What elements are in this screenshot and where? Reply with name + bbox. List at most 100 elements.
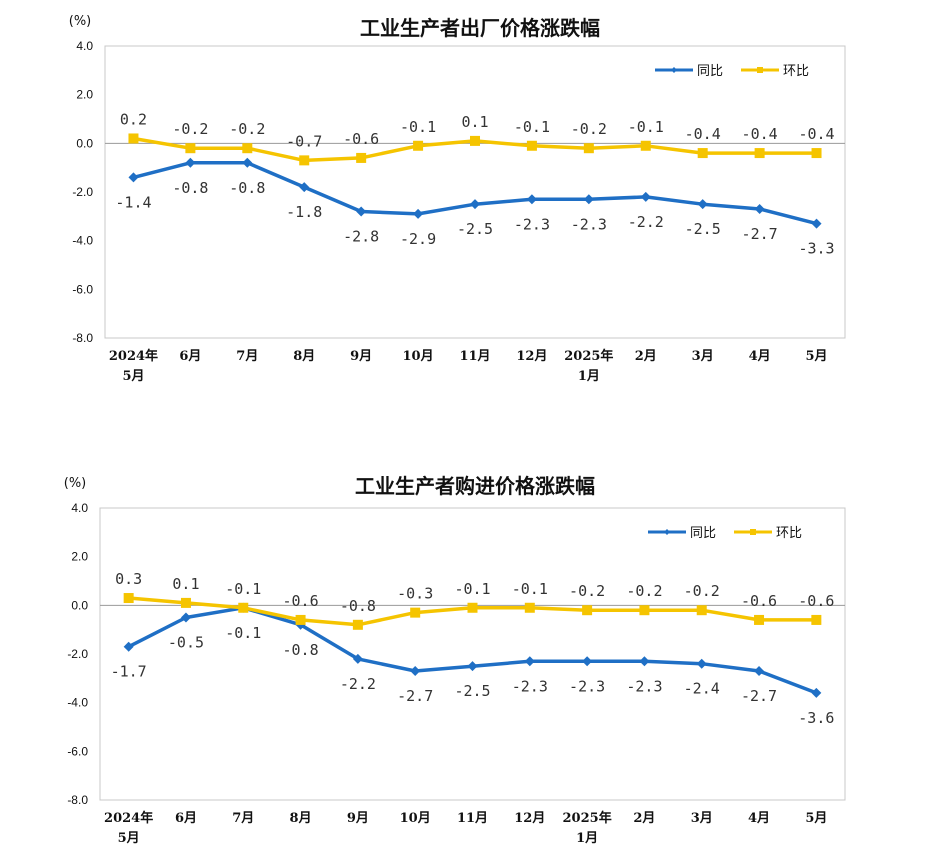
y-tick-label: 2.0 — [76, 88, 93, 102]
data-label: -2.9 — [400, 230, 436, 248]
data-label: -0.2 — [569, 582, 605, 600]
data-label: -2.5 — [685, 220, 721, 238]
legend-marker — [750, 529, 756, 535]
data-label: -2.4 — [684, 680, 720, 698]
data-point — [811, 687, 822, 698]
series-mom: 0.3 0.1 -0.1 -0.6 -0.8 -0.3 -0.1 -0.1 -0.2 -0.2 -0… — [115, 570, 834, 630]
y-tick-label: 4.0 — [76, 39, 93, 53]
data-point — [811, 614, 822, 625]
data-label: -2.7 — [397, 687, 433, 705]
data-point — [128, 172, 139, 183]
x-tick-label: 2024年 — [104, 810, 153, 826]
data-label: -1.7 — [111, 663, 147, 681]
x-tick-label: 11月 — [457, 811, 488, 826]
data-label: -0.6 — [798, 592, 834, 610]
data-label: -2.3 — [512, 677, 548, 695]
data-point — [356, 152, 367, 163]
data-label: -0.1 — [514, 118, 550, 136]
data-label: -0.6 — [741, 592, 777, 610]
x-tick-label: 7月 — [236, 349, 258, 364]
x-tick-label: 6月 — [175, 811, 197, 826]
data-label: 0.2 — [120, 110, 147, 128]
data-label: -0.4 — [742, 125, 778, 143]
data-label: -1.8 — [286, 203, 322, 221]
data-point — [583, 194, 594, 205]
data-label: -2.7 — [742, 225, 778, 243]
ppi-purchase-price-chart: 工业生产者购进价格涨跌幅 (%) 4.0 2.0 0.0 -2.0 -4.0 -6.0 -8… — [64, 474, 846, 846]
y-tick-label: -8.0 — [72, 331, 93, 345]
data-point — [185, 143, 196, 154]
data-point — [242, 143, 253, 154]
legend-label: 环比 — [783, 64, 809, 79]
legend-item-mom: 环比 — [734, 526, 802, 541]
x-tick-label: 8月 — [293, 349, 315, 364]
x-tick-label: 1月 — [576, 831, 598, 846]
data-label: -1.4 — [115, 193, 151, 211]
series-yoy: -1.4 -0.8 -0.8 -1.8 -2.8 -2.9 -2.5 -2.3 -2.3 -2.2… — [115, 157, 835, 258]
y-tick-label: -4.0 — [72, 234, 93, 248]
data-label: -2.5 — [457, 220, 493, 238]
data-label: -2.8 — [343, 227, 379, 245]
data-label: -0.2 — [229, 120, 265, 138]
data-point — [238, 602, 249, 613]
x-tick-label: 5月 — [806, 349, 828, 364]
series-mom: 0.2 -0.2 -0.2 -0.7 -0.6 -0.1 0.1 -0.1 -0.2 -0.1 -0… — [120, 110, 835, 166]
data-label: -0.2 — [172, 120, 208, 138]
data-label: -0.1 — [225, 624, 261, 642]
y-axis-unit: (%) — [69, 14, 92, 29]
data-label: -0.5 — [168, 634, 204, 652]
x-tick-label: 9月 — [347, 811, 369, 826]
data-label: -3.6 — [798, 709, 834, 727]
data-point — [413, 208, 424, 219]
data-point — [754, 614, 765, 625]
data-label: -0.2 — [571, 120, 607, 138]
data-point — [696, 658, 707, 669]
x-tick-label: 2月 — [633, 811, 655, 826]
data-label: -0.6 — [343, 130, 379, 148]
data-point — [128, 133, 139, 144]
data-point — [582, 605, 593, 616]
data-label: -2.3 — [569, 677, 605, 695]
x-tick-label: 2024年 — [109, 348, 158, 364]
data-point — [696, 605, 707, 616]
data-label: -0.8 — [229, 179, 265, 197]
data-point — [410, 666, 421, 677]
data-point — [639, 605, 650, 616]
y-tick-label: -2.0 — [72, 185, 93, 199]
data-point — [352, 619, 363, 630]
legend-item-yoy: 同比 — [655, 64, 723, 79]
y-tick-label: -8.0 — [67, 793, 88, 807]
data-point — [295, 614, 306, 625]
y-tick-label: -4.0 — [67, 696, 88, 710]
x-tick-label: 2025年 — [563, 810, 612, 826]
legend-label: 同比 — [697, 64, 723, 79]
legend-label: 同比 — [690, 526, 716, 541]
data-label: -0.2 — [684, 582, 720, 600]
data-point — [526, 194, 537, 205]
data-label: -2.7 — [741, 687, 777, 705]
data-label: -0.8 — [283, 641, 319, 659]
data-label: -2.2 — [628, 213, 664, 231]
data-point — [470, 135, 480, 146]
legend-item-yoy: 同比 — [648, 526, 716, 541]
data-label: 0.1 — [172, 575, 199, 593]
legend-marker — [671, 67, 677, 73]
x-tick-label: 9月 — [350, 349, 372, 364]
data-label: -2.5 — [454, 682, 490, 700]
y-tick-label: 0.0 — [71, 598, 88, 612]
data-point — [754, 204, 765, 215]
x-tick-label: 4月 — [748, 811, 770, 826]
x-tick-label: 1月 — [578, 369, 600, 384]
y-tick-label: 4.0 — [71, 501, 88, 515]
data-point — [470, 199, 480, 210]
chart-title: 工业生产者出厂价格涨跌幅 — [360, 16, 600, 40]
legend-marker — [757, 67, 763, 73]
data-point — [526, 140, 537, 151]
legend-marker — [664, 529, 670, 535]
data-label: 0.3 — [115, 570, 142, 588]
data-point — [410, 607, 421, 618]
plot-area — [99, 507, 846, 801]
x-tick-label: 8月 — [290, 811, 312, 826]
x-tick-label: 11月 — [459, 349, 490, 364]
data-point — [185, 157, 196, 168]
